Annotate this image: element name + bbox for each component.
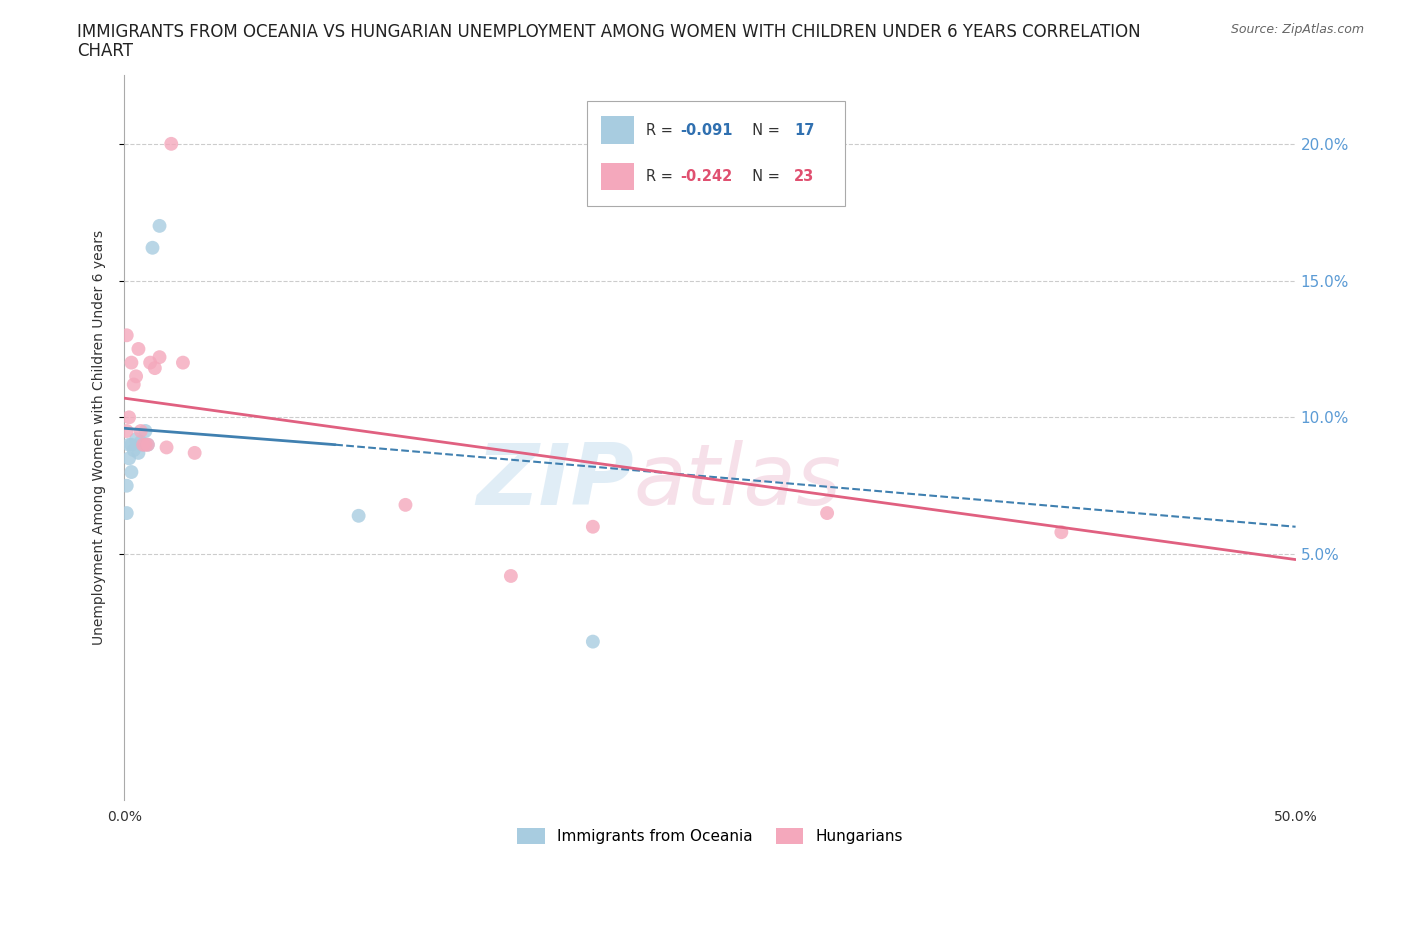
Point xyxy=(136,437,159,452)
Point xyxy=(134,423,156,438)
Text: -0.091: -0.091 xyxy=(681,123,733,138)
FancyBboxPatch shape xyxy=(588,100,845,206)
Point xyxy=(118,437,141,452)
Text: CHART: CHART xyxy=(77,42,134,60)
Point xyxy=(118,451,141,466)
Point xyxy=(115,423,138,438)
Point xyxy=(499,568,522,583)
Text: atlas: atlas xyxy=(634,440,842,523)
Point xyxy=(120,465,142,480)
Legend: Immigrants from Oceania, Hungarians: Immigrants from Oceania, Hungarians xyxy=(512,822,908,851)
Text: 23: 23 xyxy=(794,169,814,184)
Point xyxy=(141,240,163,255)
Point xyxy=(122,377,145,392)
Point xyxy=(127,341,149,356)
Text: Source: ZipAtlas.com: Source: ZipAtlas.com xyxy=(1230,23,1364,36)
Point xyxy=(125,369,148,384)
Point xyxy=(183,445,205,460)
Text: IMMIGRANTS FROM OCEANIA VS HUNGARIAN UNEMPLOYMENT AMONG WOMEN WITH CHILDREN UNDE: IMMIGRANTS FROM OCEANIA VS HUNGARIAN UNE… xyxy=(77,23,1140,41)
Point xyxy=(118,410,141,425)
Point xyxy=(132,437,155,452)
Text: N =: N = xyxy=(742,123,785,138)
Text: R =: R = xyxy=(645,123,678,138)
Point xyxy=(129,423,152,438)
Point xyxy=(120,437,142,452)
Point xyxy=(148,219,170,233)
Point xyxy=(394,498,416,512)
Point xyxy=(582,634,605,649)
Point xyxy=(155,440,177,455)
Point xyxy=(115,328,138,343)
Text: R =: R = xyxy=(645,169,678,184)
Text: ZIP: ZIP xyxy=(477,440,634,523)
Point xyxy=(815,506,838,521)
Point xyxy=(160,137,183,152)
Point xyxy=(582,519,605,534)
Point xyxy=(1050,525,1073,539)
Point xyxy=(134,437,156,452)
Y-axis label: Unemployment Among Women with Children Under 6 years: Unemployment Among Women with Children U… xyxy=(93,231,107,645)
Point xyxy=(139,355,162,370)
Point xyxy=(125,432,148,446)
Point xyxy=(120,355,142,370)
Point xyxy=(127,445,149,460)
Point xyxy=(115,506,138,521)
Text: N =: N = xyxy=(742,169,785,184)
Point xyxy=(347,509,370,524)
Text: 17: 17 xyxy=(794,123,814,138)
Point xyxy=(172,355,194,370)
Point xyxy=(115,478,138,493)
Point xyxy=(148,350,170,365)
FancyBboxPatch shape xyxy=(600,116,634,144)
Point xyxy=(122,443,145,458)
Point xyxy=(143,361,166,376)
FancyBboxPatch shape xyxy=(600,163,634,191)
Point xyxy=(129,434,152,449)
Point xyxy=(132,437,155,452)
Text: -0.242: -0.242 xyxy=(681,169,733,184)
Point xyxy=(136,437,159,452)
